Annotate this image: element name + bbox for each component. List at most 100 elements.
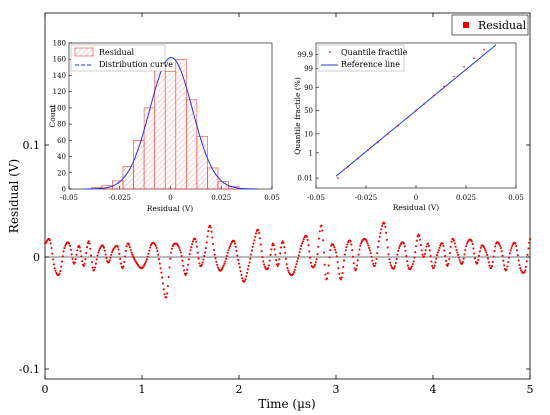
residual-point — [447, 265, 449, 267]
residual-point — [273, 244, 275, 246]
residual-point — [207, 230, 209, 232]
residual-point — [274, 254, 276, 256]
residual-point — [398, 247, 400, 249]
residual-point — [509, 252, 511, 254]
histogram-legend-swatch — [75, 48, 93, 56]
residual-point — [183, 269, 185, 271]
histogram-bar — [144, 108, 155, 189]
residual-point — [319, 230, 321, 232]
residual-point — [425, 249, 427, 251]
residual-point — [63, 247, 65, 249]
residual-point — [240, 270, 242, 272]
residual-point — [170, 251, 172, 253]
quantile-point — [463, 66, 465, 68]
main-x-axis-label: Time (µs) — [258, 397, 315, 411]
residual-point — [188, 258, 190, 260]
residual-point — [442, 243, 444, 245]
residual-point — [334, 249, 336, 251]
residual-point — [171, 248, 173, 250]
residual-point — [168, 266, 170, 268]
residual-point — [228, 247, 230, 249]
residual-point — [405, 255, 407, 257]
residual-point — [239, 266, 241, 268]
quantile-point — [443, 85, 445, 87]
residual-point — [270, 248, 272, 250]
main-legend-label: Residual — [478, 19, 527, 32]
residual-point — [341, 272, 343, 274]
residual-point — [353, 262, 355, 264]
residual-point — [303, 238, 305, 240]
residual-point — [346, 243, 348, 245]
residual-point — [196, 246, 198, 248]
residual-point — [404, 250, 406, 252]
residual-point — [413, 257, 415, 259]
main-x-tick-label: 3 — [333, 383, 340, 396]
residual-point — [357, 259, 359, 261]
residual-point — [527, 247, 529, 249]
residual-point — [156, 247, 158, 249]
residual-point — [110, 254, 112, 256]
residual-point — [462, 261, 464, 263]
residual-point — [261, 250, 263, 252]
histogram-x-tick-label: 0 — [168, 194, 172, 202]
residual-point — [156, 250, 158, 252]
quantile-legend-marker — [329, 51, 331, 53]
residual-point — [308, 250, 310, 252]
residual-point — [480, 247, 482, 249]
residual-point — [379, 232, 381, 234]
residual-point — [477, 259, 479, 261]
histogram-legend: Residual Distribution curve — [71, 45, 173, 71]
residual-point — [263, 263, 265, 265]
residual-point — [493, 256, 495, 258]
residual-point — [345, 246, 347, 248]
residual-point — [225, 258, 227, 260]
residual-point — [412, 263, 414, 265]
residual-point — [459, 259, 461, 261]
residual-point — [245, 275, 247, 277]
histogram-bar — [176, 59, 187, 189]
residual-point — [302, 240, 304, 242]
residual-point — [198, 262, 200, 264]
main-x-tick-label: 0 — [42, 383, 49, 396]
residual-point — [318, 238, 320, 240]
residual-point — [244, 278, 246, 280]
residual-point — [519, 267, 521, 269]
residual-point — [253, 243, 255, 245]
quantile-y-axis-label: Quantile fractile (%) — [293, 77, 302, 155]
residual-point — [472, 243, 474, 245]
residual-point — [234, 242, 236, 244]
residual-point — [492, 261, 494, 263]
residual-point — [438, 249, 440, 251]
residual-point — [396, 254, 398, 256]
residual-point — [395, 262, 397, 264]
residual-point — [457, 254, 459, 256]
residual-point — [328, 256, 330, 258]
residual-point — [371, 256, 373, 258]
residual-point — [257, 229, 259, 231]
residual-point — [493, 250, 495, 252]
quantile-point — [337, 177, 339, 179]
residual-point — [161, 277, 163, 279]
residual-point — [212, 243, 214, 245]
residual-point — [282, 242, 284, 244]
residual-point — [250, 254, 252, 256]
residual-point — [427, 243, 429, 245]
residual-point — [486, 254, 488, 256]
residual-point — [337, 267, 339, 269]
residual-point — [233, 240, 235, 242]
residual-point — [296, 260, 298, 262]
residual-point — [286, 267, 288, 269]
residual-point — [526, 260, 528, 262]
residual-point — [518, 264, 520, 266]
residual-point — [286, 263, 288, 265]
residual-point — [292, 273, 294, 275]
residual-point — [478, 255, 480, 257]
residual-point — [163, 288, 165, 290]
residual-point — [507, 261, 509, 263]
histogram-y-tick-label: 40 — [57, 153, 66, 161]
residual-point — [387, 253, 389, 255]
residual-point — [258, 232, 260, 234]
residual-point — [333, 246, 335, 248]
residual-point — [68, 243, 70, 245]
residual-point — [210, 226, 212, 228]
